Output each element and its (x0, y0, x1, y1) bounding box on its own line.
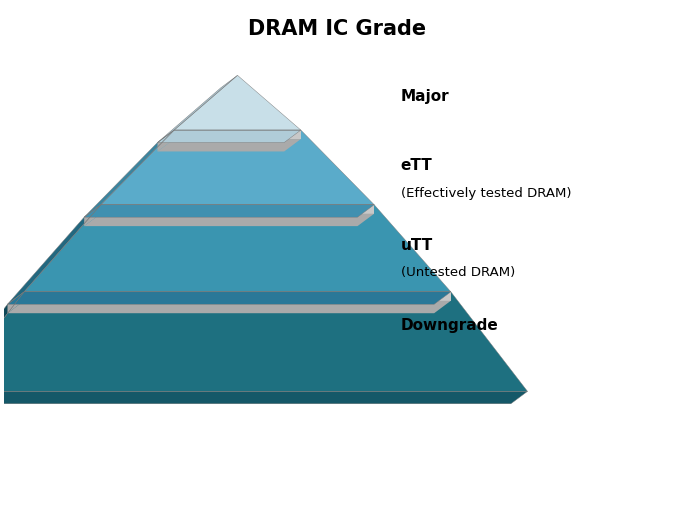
Polygon shape (84, 131, 174, 218)
Polygon shape (7, 292, 24, 314)
Polygon shape (0, 391, 527, 404)
Polygon shape (84, 214, 374, 227)
Polygon shape (7, 301, 451, 314)
Polygon shape (24, 292, 451, 301)
Polygon shape (84, 206, 101, 227)
Text: DRAM IC Grade: DRAM IC Grade (248, 19, 427, 39)
Polygon shape (7, 292, 451, 305)
Polygon shape (7, 206, 101, 305)
Text: (Effectively tested DRAM): (Effectively tested DRAM) (401, 186, 571, 199)
Polygon shape (157, 131, 301, 143)
Polygon shape (174, 76, 301, 131)
Text: Major: Major (401, 88, 450, 104)
Polygon shape (157, 131, 174, 152)
Polygon shape (0, 292, 527, 391)
Polygon shape (0, 292, 24, 404)
Text: eTT: eTT (401, 158, 433, 173)
Text: Downgrade: Downgrade (401, 317, 499, 332)
Polygon shape (101, 206, 374, 214)
Polygon shape (101, 131, 374, 206)
Polygon shape (24, 206, 451, 292)
Polygon shape (157, 140, 301, 152)
Text: uTT: uTT (401, 237, 433, 252)
Polygon shape (157, 76, 238, 143)
Polygon shape (84, 206, 374, 218)
Text: (Untested DRAM): (Untested DRAM) (401, 266, 515, 279)
Polygon shape (174, 131, 301, 140)
